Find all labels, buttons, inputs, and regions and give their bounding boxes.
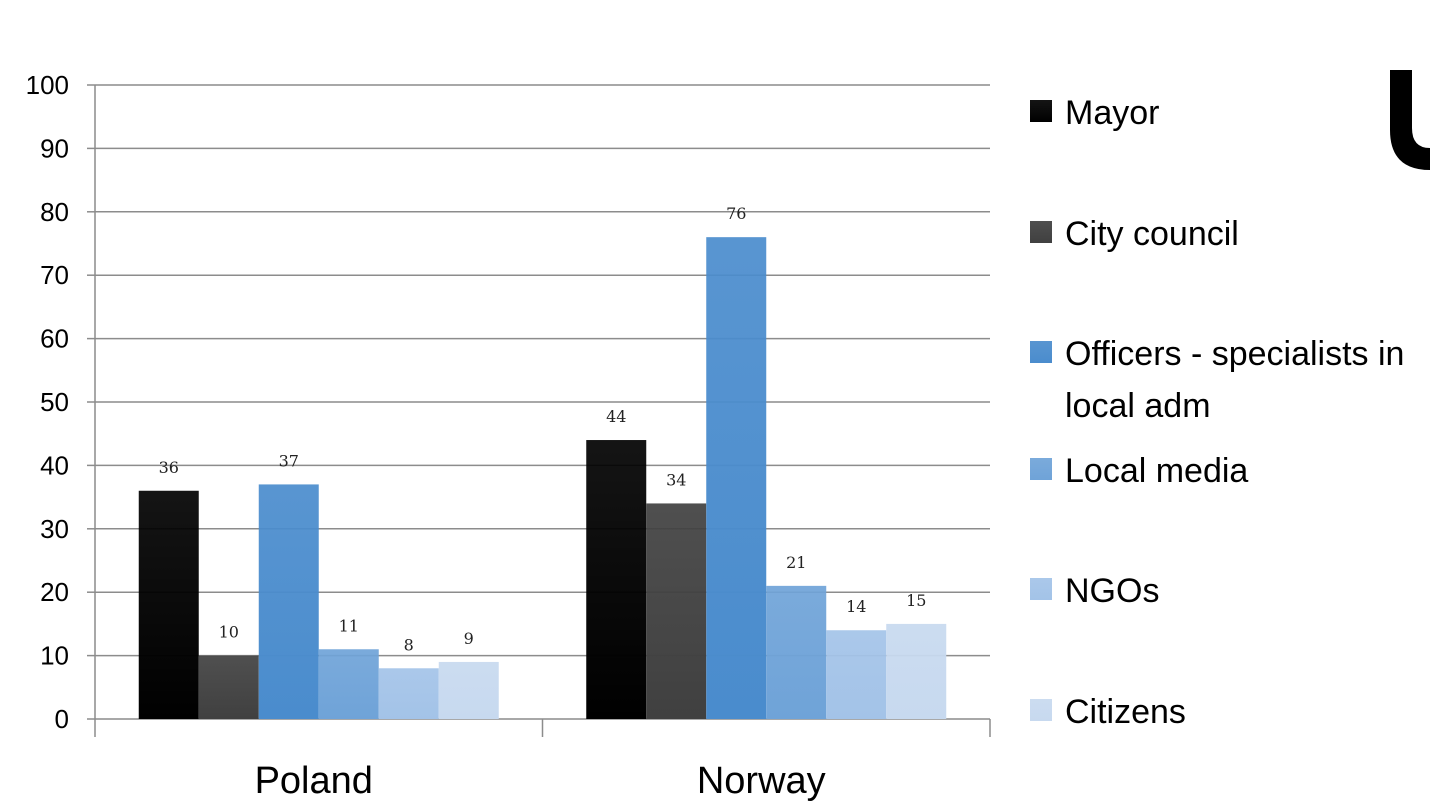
legend: Mayor City council Officers - specialists … <box>1030 94 1404 731</box>
legend-label: NGOs <box>1065 572 1159 610</box>
bar <box>886 623 947 719</box>
x-category-label: Poland <box>255 760 373 802</box>
bar <box>706 237 767 719</box>
legend-swatch <box>1030 100 1052 122</box>
y-tick-label: 0 <box>55 704 69 734</box>
bar <box>378 668 439 719</box>
legend-label: Local media <box>1065 452 1248 490</box>
data-label: 11 <box>339 616 359 635</box>
data-label: 15 <box>906 591 926 610</box>
y-tick-label: 50 <box>40 387 69 417</box>
data-label: 21 <box>786 553 806 572</box>
legend-swatch <box>1030 221 1052 243</box>
legend-label: Citizens <box>1065 693 1186 731</box>
x-axis: Poland Norway <box>94 718 991 802</box>
y-tick-label: 80 <box>40 197 69 227</box>
legend-label: local adm <box>1065 387 1211 425</box>
legend-label: Officers - specialists in <box>1065 335 1404 373</box>
legend-swatch <box>1030 699 1052 721</box>
y-tick-label: 70 <box>40 260 69 290</box>
data-label: 9 <box>464 629 474 648</box>
legend-swatch <box>1030 578 1052 600</box>
bar <box>318 649 379 719</box>
y-tick-label: 30 <box>40 514 69 544</box>
y-tick-label: 40 <box>40 450 69 480</box>
bars <box>138 237 947 719</box>
y-tick-label: 10 <box>40 641 69 671</box>
legend-swatch <box>1030 341 1052 363</box>
data-label: 14 <box>846 597 866 616</box>
data-label: 34 <box>666 470 686 489</box>
data-labels: 36 10 37 11 8 9 44 34 76 21 14 15 <box>159 204 927 654</box>
y-axis: 0 10 20 30 40 50 60 70 80 90 100 <box>26 70 96 734</box>
y-tick-label: 90 <box>40 133 69 163</box>
bar <box>766 585 827 719</box>
data-label: 44 <box>606 407 626 426</box>
legend-swatch <box>1030 458 1052 480</box>
y-tick-label: 100 <box>26 70 69 100</box>
bar <box>138 490 199 719</box>
bar <box>586 440 647 719</box>
y-tick-label: 60 <box>40 324 69 354</box>
x-category-label: Norway <box>697 760 826 802</box>
cropped-glyph-decoration <box>1390 70 1430 170</box>
bar <box>198 655 259 719</box>
y-tick-label: 20 <box>40 577 69 607</box>
bar <box>258 484 319 719</box>
bar <box>438 661 499 719</box>
legend-label: City council <box>1065 215 1239 253</box>
data-label: 10 <box>219 623 239 642</box>
bar <box>646 503 707 719</box>
data-label: 76 <box>726 204 746 223</box>
gridlines <box>95 84 990 657</box>
legend-label: Mayor <box>1065 94 1159 132</box>
data-label: 36 <box>159 458 179 477</box>
bar <box>826 630 887 719</box>
data-label: 37 <box>279 451 299 470</box>
data-label: 8 <box>404 635 414 654</box>
